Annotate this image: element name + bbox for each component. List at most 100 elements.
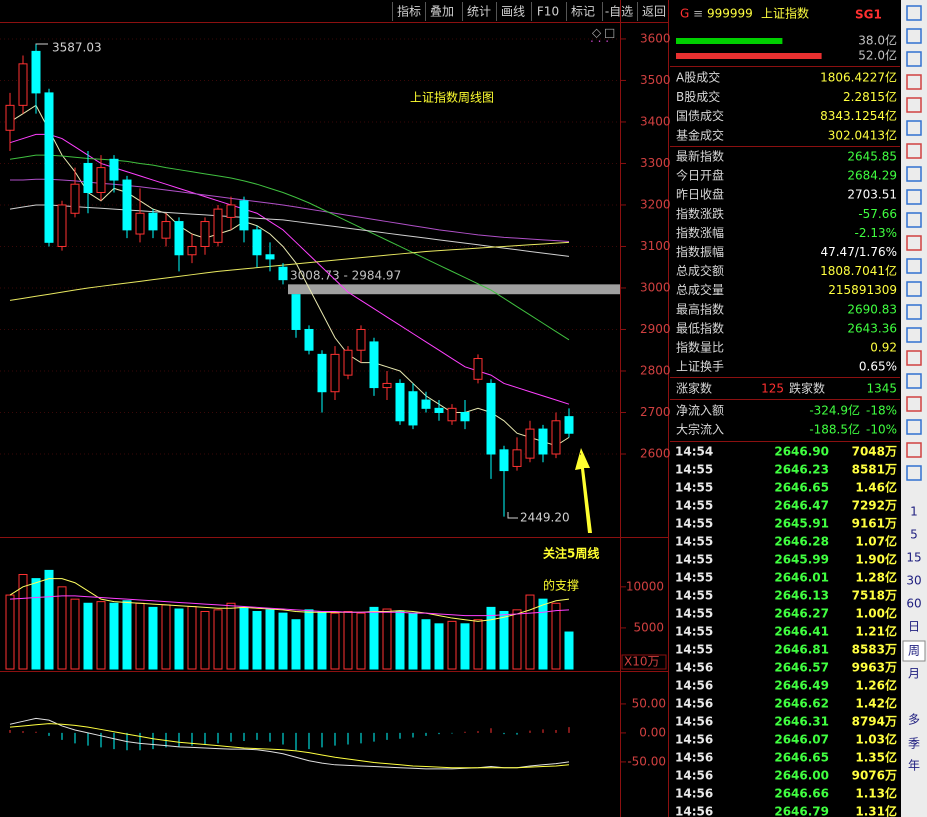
tick-volume: 1.26亿 <box>855 678 897 693</box>
period-button[interactable]: 60 <box>906 597 921 611</box>
period-button[interactable]: 多 <box>908 713 920 727</box>
toolbar-button[interactable]: 指标 <box>397 4 421 19</box>
quote-value: 2.2815亿 <box>843 89 897 104</box>
toolbar-button[interactable]: 叠加 <box>430 5 454 19</box>
candle-body <box>356 328 366 351</box>
tool-icon[interactable] <box>906 465 922 481</box>
tool-icon[interactable] <box>906 442 922 458</box>
y-tick-label: 2600 <box>640 446 671 460</box>
y-tick-label: -50.00 <box>627 754 666 768</box>
period-button[interactable]: 1 <box>910 505 918 519</box>
quote-value: 1806.4227亿 <box>820 70 897 85</box>
quote-value: 2703.51 <box>847 188 897 202</box>
flow-label: 净流入额 <box>676 404 724 418</box>
tick-price: 2645.91 <box>774 517 829 531</box>
tool-icon[interactable] <box>906 189 922 205</box>
tool-icon[interactable] <box>906 258 922 274</box>
tool-icon[interactable] <box>906 350 922 366</box>
period-button[interactable]: 周 <box>908 644 920 658</box>
quote-value: -57.66 <box>858 207 897 221</box>
toolbar-button[interactable]: 画线 <box>501 5 525 19</box>
candle-body <box>291 294 301 330</box>
gap-label: 3008.73 - 2984.97 <box>290 269 401 283</box>
flow-value: -324.9亿 <box>809 403 860 418</box>
low-label: 2449.20 <box>520 511 570 525</box>
candle-body <box>213 208 223 243</box>
tool-icon[interactable] <box>906 373 922 389</box>
candle-body <box>109 158 119 181</box>
tool-icon[interactable] <box>906 74 922 90</box>
period-button[interactable]: 月 <box>908 667 920 681</box>
tick-price: 2646.31 <box>774 715 829 729</box>
toolbar-button[interactable]: 统计 <box>467 5 491 19</box>
tick-price: 2646.65 <box>774 751 829 765</box>
volume-bar <box>265 609 275 670</box>
volume-bar <box>239 606 249 670</box>
y-tick-label: 50.00 <box>632 696 666 710</box>
candle-body <box>382 382 392 389</box>
tick-volume: 1.42亿 <box>855 696 897 711</box>
toolbar-button[interactable]: 返回 <box>642 5 666 19</box>
tool-icon[interactable] <box>906 396 922 412</box>
icon: ◇ <box>592 26 602 40</box>
candle-body <box>473 358 483 380</box>
period-button[interactable]: 季 <box>908 737 920 751</box>
volume-bar <box>57 586 67 670</box>
period-button[interactable]: 30 <box>906 574 921 588</box>
toolbar-button[interactable]: -自选 <box>605 5 633 19</box>
tool-icon[interactable] <box>906 51 922 67</box>
ma-line <box>9 723 570 769</box>
tool-icon[interactable] <box>906 212 922 228</box>
y-tick-label: 5000 <box>633 620 664 634</box>
tool-icon[interactable] <box>906 419 922 435</box>
y-tick-label: 3000 <box>640 280 671 294</box>
code: 999999 <box>707 7 753 21</box>
tick-time: 14:56 <box>675 661 713 675</box>
candle-body <box>161 221 171 239</box>
period-button[interactable]: 15 <box>906 551 921 565</box>
volume-bar <box>382 608 392 670</box>
quote-label: 指数量比 <box>676 340 724 355</box>
period-button[interactable]: 日 <box>908 620 920 634</box>
volume-bar <box>174 608 184 670</box>
volume-bar <box>31 578 41 670</box>
tool-icon[interactable] <box>906 5 922 21</box>
quote-value: 2684.29 <box>847 169 897 183</box>
volume-bar <box>564 631 574 670</box>
quote-value: 0.92 <box>870 341 897 355</box>
y-tick-label: 3400 <box>640 114 671 128</box>
toolbar-button[interactable]: 标记 <box>571 5 595 19</box>
flow-pct: -10% <box>866 423 897 437</box>
tick-price: 2646.01 <box>774 571 829 585</box>
tool-icon[interactable] <box>906 97 922 113</box>
tool-icon[interactable] <box>906 120 922 136</box>
tick-price: 2646.07 <box>774 733 829 747</box>
tick-volume: 8794万 <box>852 715 897 729</box>
ma-line <box>9 104 570 447</box>
tool-icon[interactable] <box>906 166 922 182</box>
tool-icon[interactable] <box>906 327 922 343</box>
period-button[interactable]: 年 <box>908 759 920 773</box>
ma-line <box>9 578 570 622</box>
tick-time: 14:55 <box>675 571 713 585</box>
tool-icon[interactable] <box>906 28 922 44</box>
tool-icon[interactable] <box>906 281 922 297</box>
period-button[interactable]: 5 <box>910 528 918 542</box>
tool-icon[interactable] <box>906 235 922 251</box>
y-tick-label: 2900 <box>640 322 671 336</box>
tool-icon[interactable] <box>906 143 922 159</box>
y-tick-label: 3600 <box>640 31 671 45</box>
toolbar-button[interactable]: F10 <box>537 5 559 19</box>
quote-label: 总成交量 <box>676 282 724 297</box>
tool-icon[interactable] <box>906 304 922 320</box>
tick-price: 2646.28 <box>774 535 829 549</box>
tick-price: 2646.00 <box>774 769 829 783</box>
tick-time: 14:54 <box>675 445 713 459</box>
candle-body <box>265 254 275 260</box>
volume-bar <box>44 569 54 670</box>
volume-bar <box>226 602 236 670</box>
tick-price: 2646.57 <box>774 661 829 675</box>
tick-time: 14:55 <box>675 607 713 621</box>
candle-body <box>525 428 535 459</box>
